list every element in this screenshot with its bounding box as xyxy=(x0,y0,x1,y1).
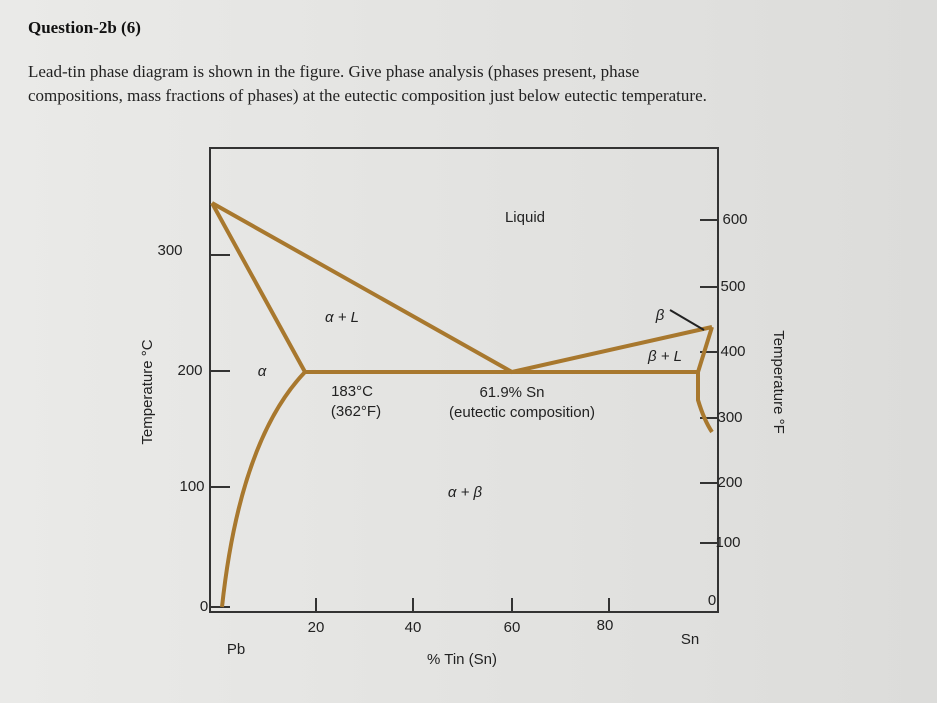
plot-frame xyxy=(209,147,719,613)
right-tick-label: 0 xyxy=(708,592,716,609)
question-text: Lead-tin phase diagram is shown in the f… xyxy=(28,60,707,108)
bottom-tick-label: 20 xyxy=(308,619,325,636)
right-tick-label: 500 xyxy=(720,278,745,295)
question-title: Question-2b (6) xyxy=(28,18,141,37)
right-tick-label: 600 xyxy=(722,211,747,228)
right-axis-label: Temperature °F xyxy=(770,330,787,434)
left-ticks xyxy=(210,254,230,608)
bottom-tick-label: 40 xyxy=(405,619,422,636)
bottom-tick-label: 80 xyxy=(597,617,614,634)
bottom-tick-label: 60 xyxy=(504,619,521,636)
pb-label: Pb xyxy=(227,641,245,658)
right-tick-label: 300 xyxy=(717,409,742,426)
left-tick-label: 300 xyxy=(157,242,182,259)
x-axis-label: % Tin (Sn) xyxy=(427,651,497,668)
right-tick-label: 200 xyxy=(717,474,742,491)
beta-arrow xyxy=(669,309,705,331)
text-line: compositions, mass fractions of phases) … xyxy=(28,86,707,105)
phase-lines xyxy=(210,201,714,608)
ticks xyxy=(210,219,718,612)
annotation: 183°C xyxy=(331,383,373,400)
beta-boundary xyxy=(696,326,714,434)
left-tick-label: 0 xyxy=(200,598,208,615)
liquidus xyxy=(211,201,713,375)
annotation: (362°F) xyxy=(331,403,381,420)
left-axis-label: Temperature °C xyxy=(139,339,156,444)
left-tick-label: 200 xyxy=(177,362,202,379)
region-label: Liquid xyxy=(505,209,545,226)
annotation: (eutectic composition) xyxy=(449,404,595,421)
alpha-solvus xyxy=(220,370,307,608)
region-label: α xyxy=(258,363,267,380)
annotation: 61.9% Sn xyxy=(479,384,544,401)
right-tick-label: 100 xyxy=(715,534,740,551)
region-label: α + L xyxy=(325,309,359,326)
region-label: β xyxy=(655,307,665,324)
bottom-ticks xyxy=(315,598,610,612)
region-label: β + L xyxy=(647,348,682,365)
sn-label: Sn xyxy=(681,631,699,648)
region-label: α + β xyxy=(448,484,483,501)
text-line: Lead-tin phase diagram is shown in the f… xyxy=(28,62,640,81)
right-tick-label: 400 xyxy=(720,343,745,360)
right-ticks xyxy=(700,219,718,544)
alpha-solidus xyxy=(210,202,307,373)
left-tick-label: 100 xyxy=(179,478,204,495)
